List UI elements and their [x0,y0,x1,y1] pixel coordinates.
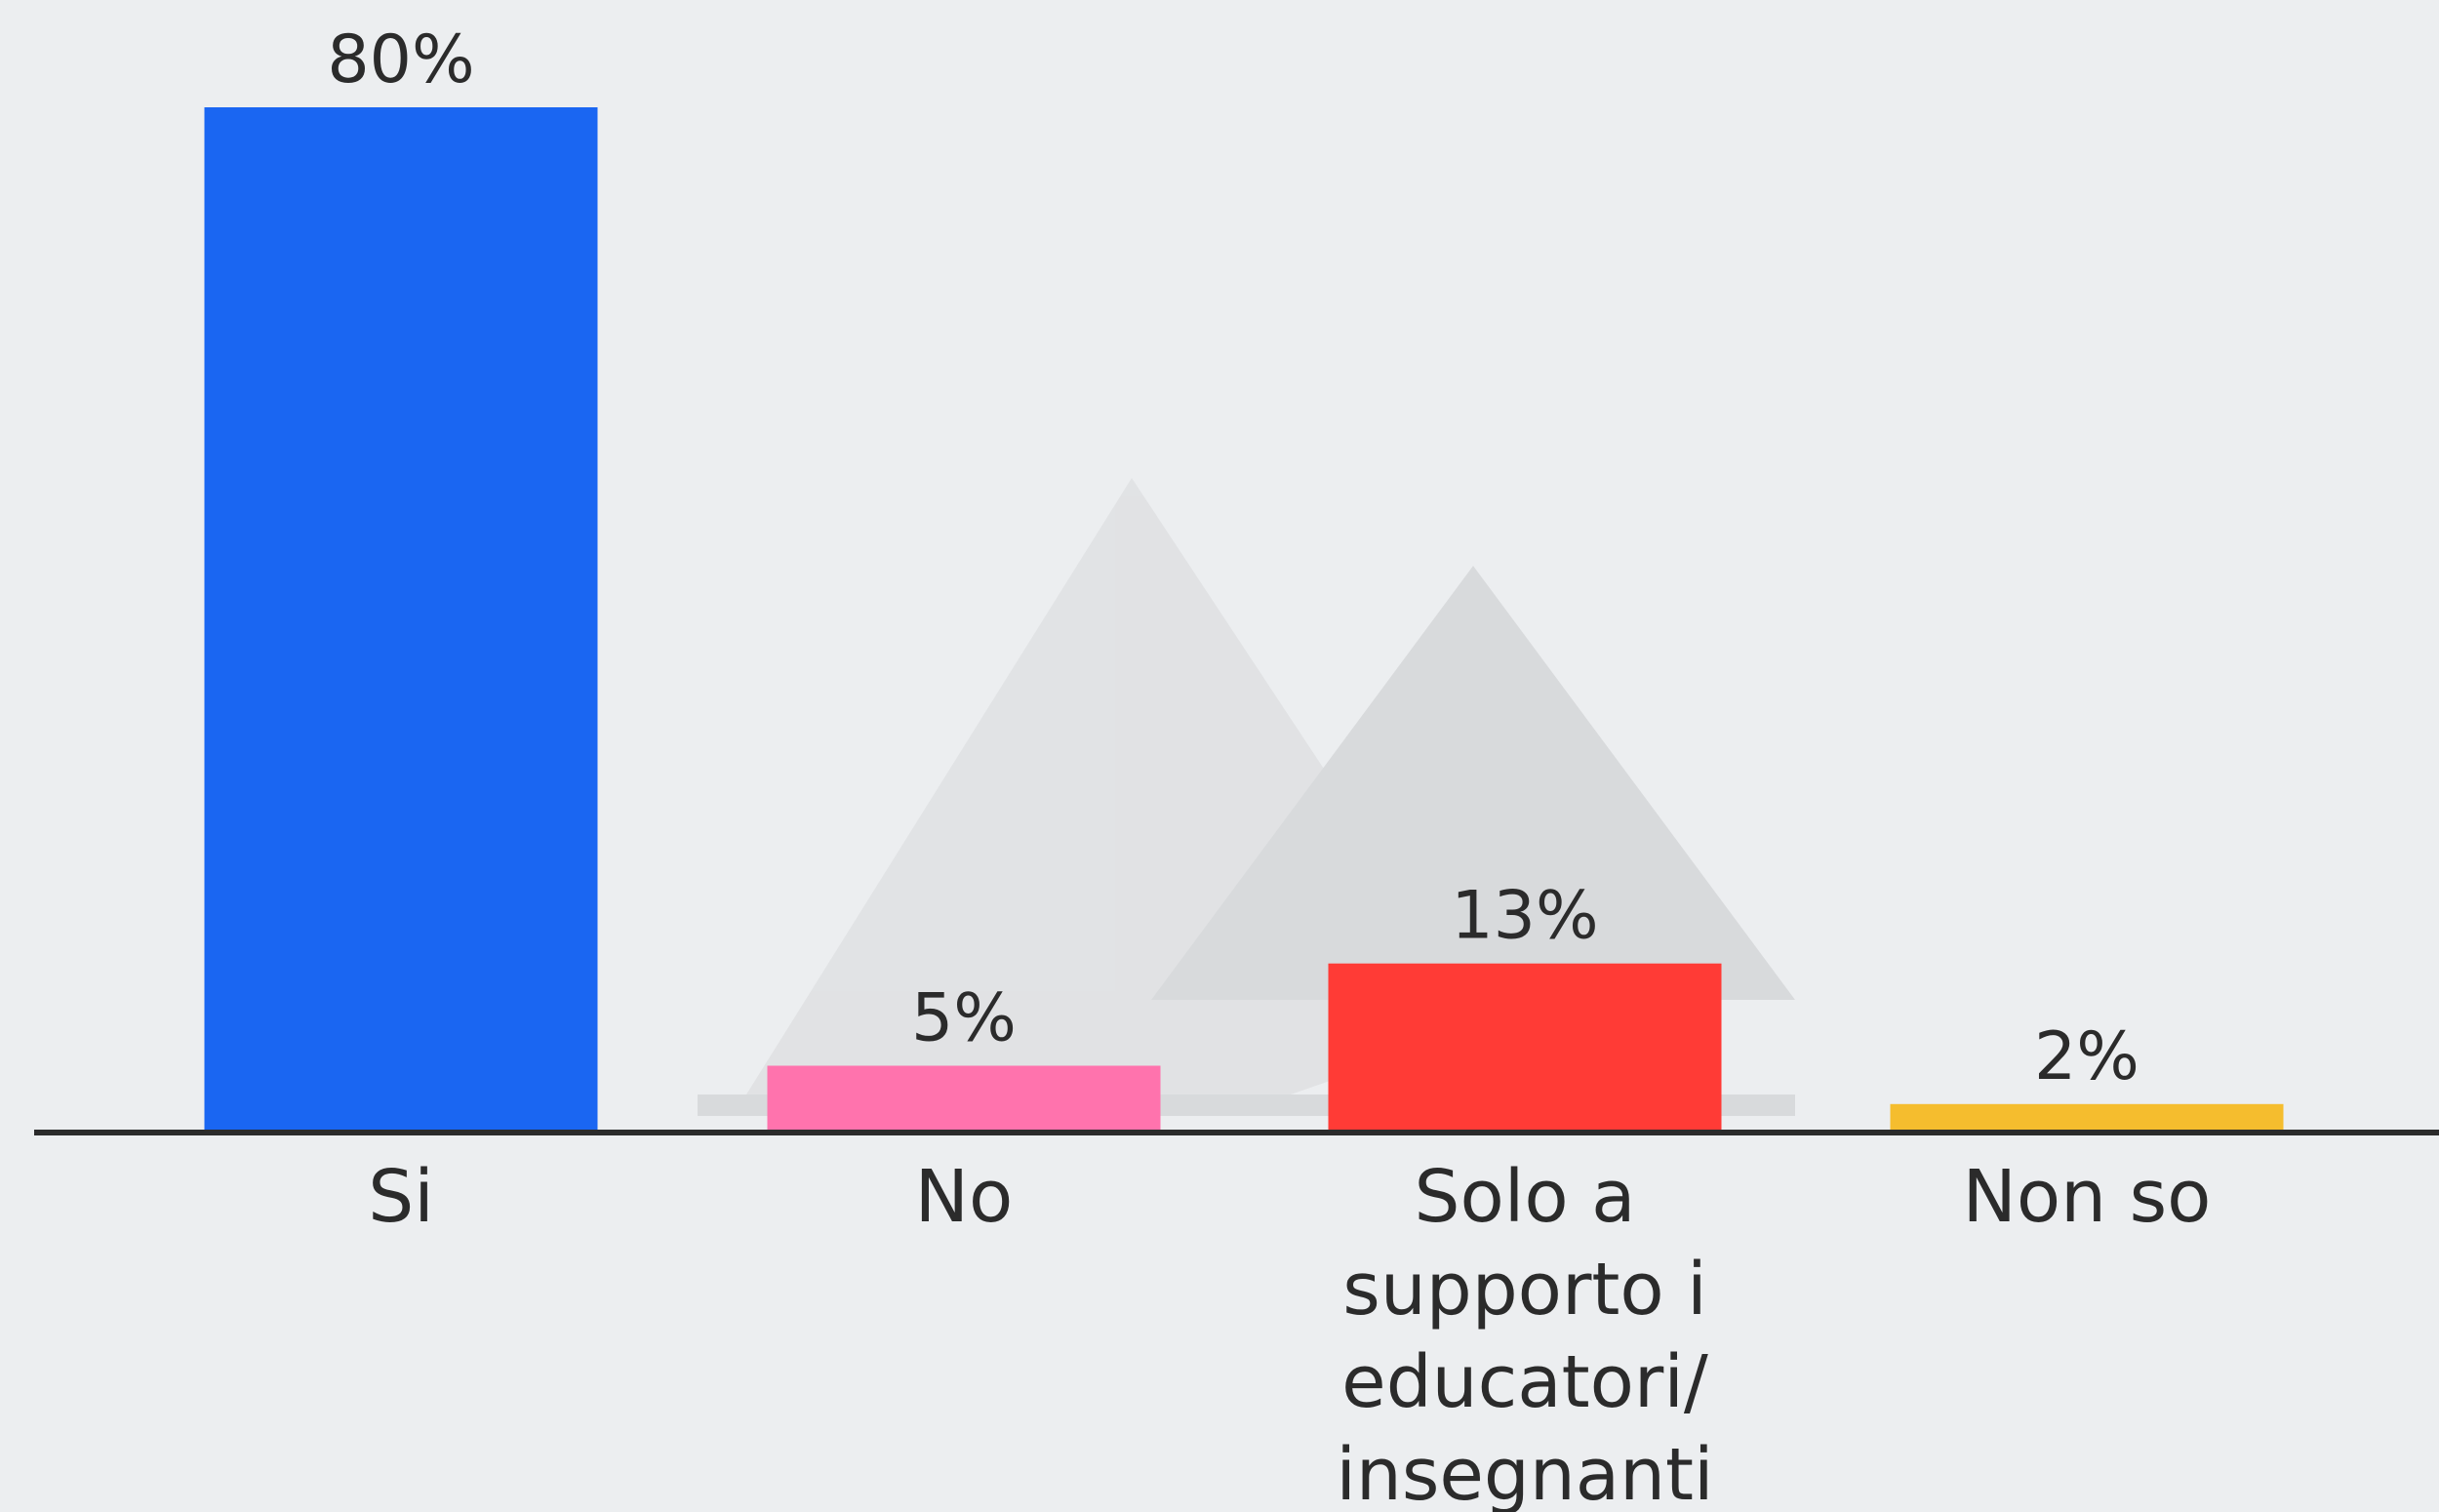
value-label-1: 80% [327,21,474,99]
category-label-line: Non so [1963,1155,2212,1239]
value-label-4: 2% [2034,1018,2139,1095]
category-label-line: Si [368,1155,434,1239]
category-label-1: Si [368,1155,434,1239]
category-label-line: supporto i [1342,1248,1706,1332]
category-label-2: No [915,1155,1014,1239]
category-label-line: Solo a [1415,1155,1636,1239]
value-label-2: 5% [911,980,1017,1057]
bar-1 [205,107,598,1130]
bar-4 [1891,1104,2284,1130]
category-label-4: Non so [1963,1155,2212,1239]
bar-2 [768,1066,1161,1131]
category-label-line: insegnanti [1336,1433,1713,1512]
bar-3 [1329,964,1722,1130]
category-labels-layer: Si No Solo a supporto i educatori/insegnanti… [368,1155,2211,1512]
category-label-line: No [915,1155,1014,1239]
category-label-line: educatori/ [1341,1340,1708,1424]
value-label-3: 13% [1451,878,1598,955]
category-label-3: Solo a supporto i educatori/insegnanti [1336,1155,1713,1512]
